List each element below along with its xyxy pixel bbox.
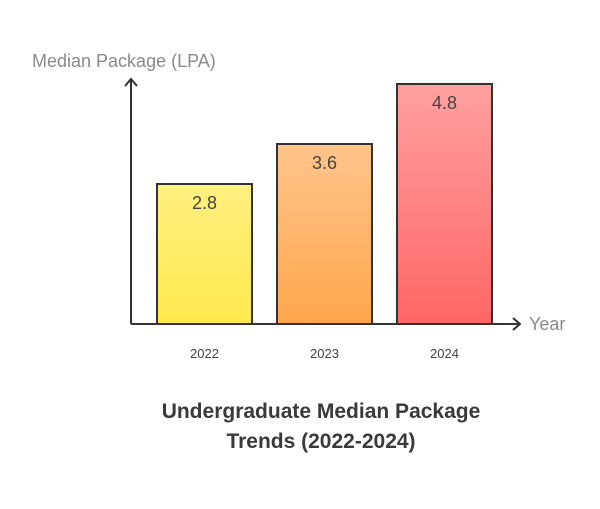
data-label-2024: 4.8 [432, 93, 457, 113]
y-axis-label: Median Package (LPA) [32, 51, 216, 71]
x-axis-arrowhead [512, 317, 522, 331]
bar-2022 [156, 183, 253, 325]
bars-group [156, 83, 493, 325]
axes-group [124, 77, 522, 331]
y-axis-arrowhead [124, 77, 138, 87]
x-tick-labels: 2022 2023 2024 [190, 346, 459, 361]
bar-2024 [396, 83, 493, 325]
x-tick-label-2023: 2023 [310, 346, 339, 361]
data-labels: 2.8 3.6 4.8 [192, 93, 457, 213]
x-axis-label: Year [529, 314, 565, 334]
bar-2023 [276, 143, 373, 325]
chart-title-line-2: Trends (2022-2024) [226, 430, 415, 453]
x-tick-label-2022: 2022 [190, 346, 219, 361]
data-label-2022: 2.8 [192, 193, 217, 213]
x-tick-label-2024: 2024 [430, 346, 459, 361]
chart-title-line-1: Undergraduate Median Package [162, 400, 481, 423]
data-label-2023: 3.6 [312, 153, 337, 173]
